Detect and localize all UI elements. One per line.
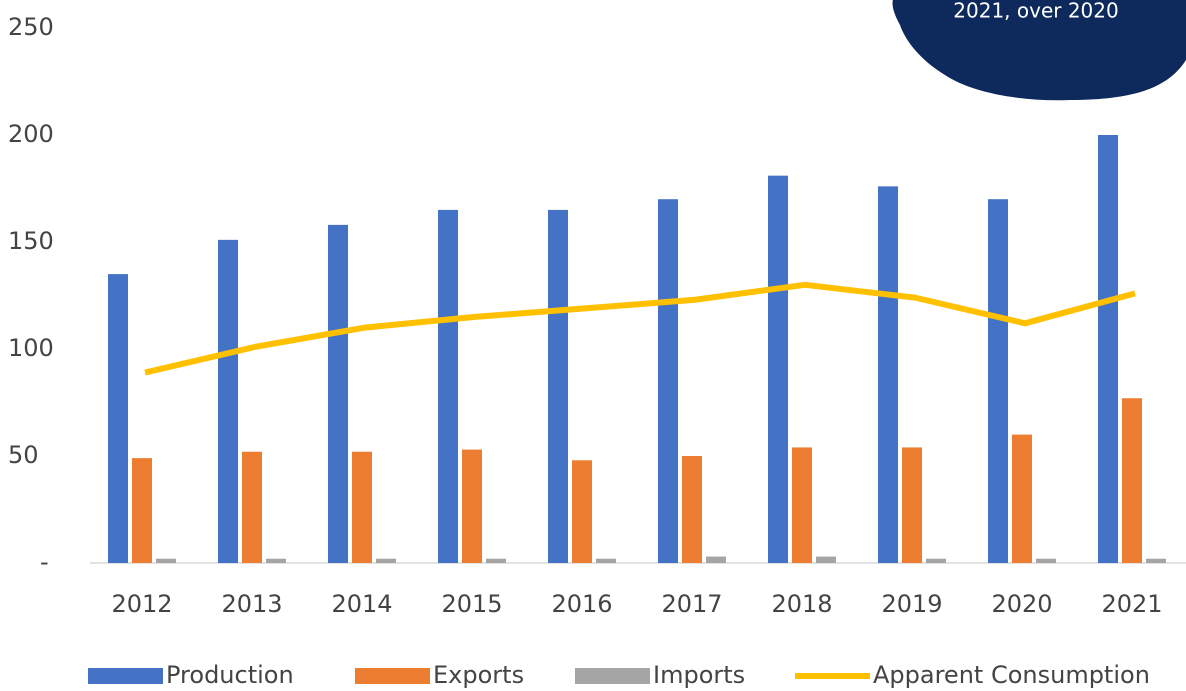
- bar: [768, 176, 788, 563]
- x-tick-label: 2019: [881, 590, 942, 618]
- bar: [1036, 559, 1056, 563]
- x-tick-label: 2013: [221, 590, 282, 618]
- line: [145, 285, 1135, 373]
- bar: [462, 450, 482, 563]
- y-tick-label: 100: [8, 334, 54, 362]
- bar: [1146, 559, 1166, 563]
- chart: 2021, over 2020 - 50 100 150 200 250 2012 2013 2…: [0, 0, 1186, 691]
- bar: [132, 458, 152, 563]
- y-tick-label: 50: [8, 441, 39, 469]
- badge-text: 2021, over 2020: [953, 0, 1118, 23]
- legend-label: Imports: [653, 661, 745, 689]
- bar: [266, 559, 286, 563]
- bar: [156, 559, 176, 563]
- legend-swatch: [88, 668, 163, 684]
- bar: [242, 452, 262, 563]
- bar: [548, 210, 568, 563]
- bar: [816, 557, 836, 563]
- y-tick-label: -: [40, 548, 49, 576]
- x-tick-label: 2020: [991, 590, 1052, 618]
- y-tick-label: 200: [8, 120, 54, 148]
- legend-label: Apparent Consumption: [873, 661, 1150, 689]
- bar: [902, 447, 922, 563]
- bar: [486, 559, 506, 563]
- bar: [1122, 398, 1142, 563]
- bar: [1098, 135, 1118, 563]
- x-tick-label: 2016: [551, 590, 612, 618]
- x-tick-label: 2018: [771, 590, 832, 618]
- bar: [328, 225, 348, 563]
- bar: [108, 274, 128, 563]
- y-tick-label: 150: [8, 227, 54, 255]
- bar: [1012, 435, 1032, 563]
- bar: [926, 559, 946, 563]
- x-tick-label: 2017: [661, 590, 722, 618]
- bar: [658, 199, 678, 563]
- bar: [572, 460, 592, 563]
- legend-label: Exports: [433, 661, 524, 689]
- legend-swatch: [575, 668, 650, 684]
- bar: [792, 447, 812, 563]
- x-tick-label: 2014: [331, 590, 392, 618]
- bar: [218, 240, 238, 563]
- bar: [682, 456, 702, 563]
- bar: [988, 199, 1008, 563]
- x-tick-label: 2021: [1101, 590, 1162, 618]
- legend-label: Production: [166, 661, 294, 689]
- bar: [878, 186, 898, 563]
- x-tick-label: 2012: [111, 590, 172, 618]
- bar: [596, 559, 616, 563]
- y-tick-label: 250: [8, 13, 54, 41]
- x-tick-label: 2015: [441, 590, 502, 618]
- bar: [706, 557, 726, 563]
- bar: [438, 210, 458, 563]
- bar: [376, 559, 396, 563]
- bar: [352, 452, 372, 563]
- legend-swatch: [355, 668, 430, 684]
